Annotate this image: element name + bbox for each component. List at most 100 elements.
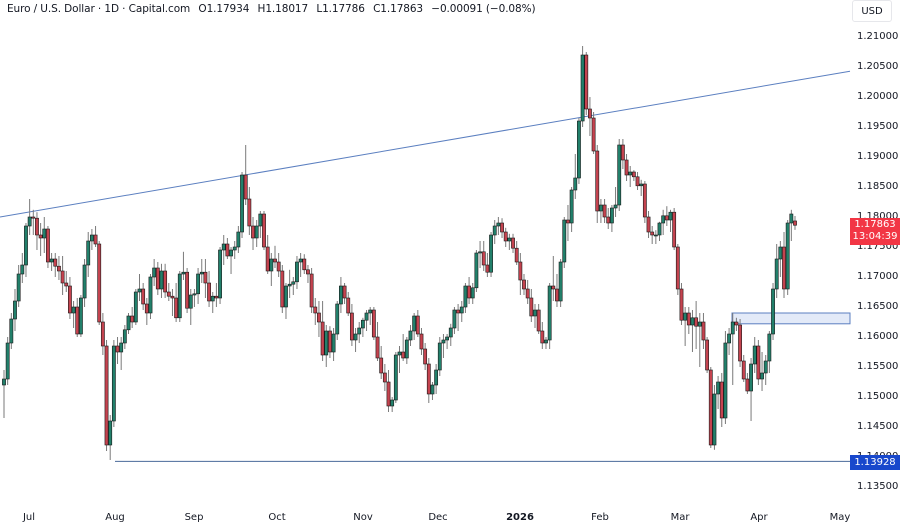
candle: [155, 262, 160, 295]
candle: [756, 340, 761, 385]
candle: [265, 235, 270, 274]
last-price-tag: 1.17863 13:04:39: [850, 218, 900, 245]
candle: [628, 166, 633, 187]
candle: [727, 328, 731, 355]
candle: [525, 280, 530, 304]
candle: [382, 364, 387, 391]
candle: [492, 220, 497, 244]
candle: [536, 304, 541, 334]
candle: [203, 259, 208, 298]
candle: [595, 145, 600, 223]
candle: [309, 268, 314, 313]
candle: [60, 256, 65, 295]
candle: [580, 46, 585, 127]
candle: [771, 283, 775, 340]
trendline[interactable]: [0, 70, 851, 218]
candle: [339, 277, 343, 313]
symbol-title[interactable]: Euro / U.S. Dollar · 1D · Capital.com: [7, 3, 191, 15]
candle: [100, 313, 105, 355]
candle: [236, 226, 241, 253]
drawn-lines[interactable]: [0, 70, 851, 462]
time-tick: Aug: [105, 512, 125, 523]
candle: [793, 215, 797, 230]
candle: [478, 241, 482, 268]
candle: [232, 241, 237, 259]
candle: [342, 283, 347, 304]
candle: [708, 367, 713, 448]
candle: [31, 209, 36, 235]
candle: [295, 256, 299, 289]
candle: [434, 364, 439, 394]
candle: [177, 271, 182, 322]
candle: [130, 307, 135, 328]
candle: [144, 298, 149, 325]
candle: [291, 277, 296, 295]
candle: [694, 301, 699, 349]
candle: [111, 340, 116, 427]
candle: [712, 385, 717, 450]
candle: [646, 211, 651, 238]
candle: [767, 331, 772, 373]
candle: [214, 283, 219, 307]
candle: [675, 244, 680, 295]
candle: [613, 187, 618, 217]
candle: [53, 253, 58, 277]
candle: [511, 233, 515, 253]
price-tick: 1.18500: [857, 181, 899, 192]
candle: [569, 187, 574, 232]
candle: [448, 323, 453, 346]
candle: [368, 307, 373, 325]
candle: [456, 304, 460, 331]
candle: [287, 269, 292, 298]
candle: [481, 241, 486, 271]
candles: [2, 46, 797, 460]
candle: [719, 373, 724, 427]
time-tick: Feb: [591, 512, 609, 523]
candle: [426, 358, 431, 403]
candle: [20, 253, 25, 283]
candle: [415, 310, 420, 337]
candle: [467, 277, 471, 304]
candle: [375, 322, 380, 361]
candle: [690, 310, 695, 352]
candle: [79, 295, 83, 337]
candle: [547, 283, 552, 349]
candle: [280, 265, 285, 313]
candle: [27, 199, 32, 235]
candle: [397, 346, 402, 373]
candle: [119, 337, 124, 370]
time-tick: Jul: [22, 512, 36, 523]
candle: [639, 179, 644, 196]
price-tick: 1.16000: [857, 331, 899, 342]
currency-button[interactable]: USD: [852, 0, 892, 22]
candle: [207, 271, 211, 307]
candle: [730, 313, 735, 385]
candle: [353, 328, 358, 352]
candle: [218, 247, 222, 304]
zone-rect[interactable]: [731, 312, 851, 325]
candle: [320, 301, 325, 361]
candle: [328, 326, 332, 358]
candle: [474, 250, 479, 292]
time-tick: Mar: [670, 512, 690, 523]
price-tick: 1.14500: [857, 421, 899, 432]
candle: [243, 145, 248, 205]
candle: [371, 307, 376, 340]
candle: [57, 256, 61, 280]
candle: [551, 256, 556, 301]
candle: [489, 232, 493, 277]
supply-zone[interactable]: [731, 312, 851, 325]
candle: [302, 254, 307, 274]
candle: [5, 337, 10, 385]
candle: [452, 307, 457, 334]
candle: [390, 397, 395, 412]
candle: [284, 283, 288, 319]
candle: [617, 139, 622, 211]
candle: [697, 313, 702, 367]
candle: [507, 233, 512, 250]
candle: [35, 212, 39, 250]
time-tick: May: [829, 512, 851, 523]
ohlc-high: H1.18017: [257, 3, 309, 15]
candle: [16, 265, 21, 307]
